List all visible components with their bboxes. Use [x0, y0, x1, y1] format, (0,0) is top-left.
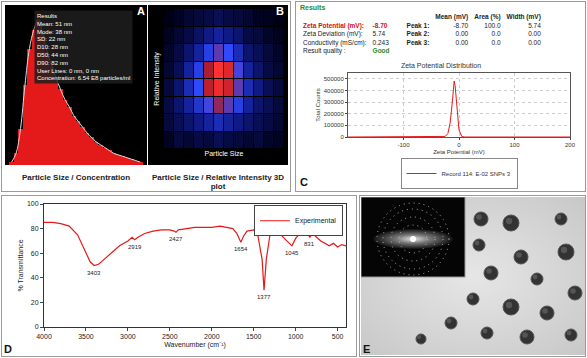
svg-text:40: 40 [31, 274, 39, 281]
svg-text:200: 200 [565, 142, 576, 148]
html-text:Good: Good [372, 47, 390, 54]
svg-text:-100: -100 [397, 142, 410, 148]
html-text:5.74: 5.74 [528, 21, 541, 29]
html-text:0.243: 0.243 [372, 38, 389, 46]
svg-text:2427: 2427 [169, 236, 183, 242]
html-text:Peak 2:: Peak 2: [406, 30, 430, 37]
svg-text:4000: 4000 [36, 333, 52, 340]
html-text:Conductivity (mS/cm):: Conductivity (mS/cm): [303, 38, 367, 46]
svg-text:1500: 1500 [246, 333, 262, 340]
svg-text:2000: 2000 [204, 333, 220, 340]
html-text:Peak 3:: Peak 3: [406, 38, 430, 46]
html-text:Mean (mV): Mean (mV) [435, 13, 469, 20]
html-text:0.00: 0.00 [528, 30, 541, 37]
svg-text:ResultsMean: 51 nmMode: 38 nmS: ResultsMean: 51 nmMode: 38 nmSD: 22 nmD1… [37, 13, 130, 81]
svg-text:300000: 300000 [324, 99, 345, 105]
html-text:0.00: 0.00 [528, 38, 541, 46]
svg-text:0: 0 [35, 323, 39, 330]
html-text:Zeta Potential (mV):: Zeta Potential (mV): [303, 21, 364, 29]
svg-text:0: 0 [457, 142, 461, 148]
html-text:-8.70: -8.70 [372, 21, 388, 29]
svg-text:Total Counts: Total Counts [315, 88, 321, 121]
svg-text:831: 831 [304, 241, 315, 247]
svg-text:2919: 2919 [128, 244, 142, 250]
svg-text:1045: 1045 [285, 250, 299, 256]
svg-text:3000: 3000 [120, 333, 136, 340]
svg-text:80: 80 [31, 225, 39, 232]
svg-text:3500: 3500 [78, 333, 94, 340]
html-text:Particle Size / Concentration: Particle Size / Concentration [22, 173, 130, 182]
html-text:5.74: 5.74 [372, 30, 386, 37]
html-text:Result quality :: Result quality : [303, 47, 346, 54]
svg-text:500: 500 [332, 333, 344, 340]
html-text:0.0: 0.0 [491, 38, 501, 46]
html-text:E: E [363, 343, 371, 355]
html-text:Area (%): Area (%) [474, 13, 501, 20]
svg-text:20: 20 [31, 299, 39, 306]
html-text:A: A [137, 5, 145, 17]
html-text:Particle Size / Relative Inten: Particle Size / Relative Intensity 3D pl… [152, 173, 284, 191]
svg-text:100: 100 [27, 200, 39, 207]
html-text:Peak 1:: Peak 1: [406, 21, 430, 29]
svg-text:1000: 1000 [288, 333, 304, 340]
svg-text:3403: 3403 [87, 270, 101, 276]
svg-text:1377: 1377 [257, 294, 271, 300]
svg-text:Experimental: Experimental [295, 217, 336, 225]
svg-text:Wavenumber (cm⁻¹): Wavenumber (cm⁻¹) [164, 341, 226, 349]
html-text:Results: Results [300, 4, 326, 11]
html-text:0.00: 0.00 [455, 38, 469, 46]
html-text:-8.70: -8.70 [453, 21, 469, 29]
svg-text:2500: 2500 [162, 333, 178, 340]
svg-text:500000: 500000 [324, 76, 345, 82]
svg-text:0: 0 [340, 134, 344, 140]
svg-text:Zeta Potential Distribution: Zeta Potential Distribution [401, 62, 481, 69]
svg-text:Record 114: E-02 SNPs 3: Record 114: E-02 SNPs 3 [442, 171, 511, 177]
svg-text:Particle Size: Particle Size [205, 150, 244, 157]
html-text:Zeta Deviation (mV):: Zeta Deviation (mV): [303, 30, 363, 37]
html-text:D: D [4, 343, 12, 355]
svg-text:100: 100 [509, 142, 520, 148]
svg-text:1654: 1654 [234, 246, 248, 252]
html-text:0.00: 0.00 [455, 30, 469, 37]
svg-text:200000: 200000 [324, 111, 345, 117]
html-text:100.0: 100.0 [484, 21, 501, 29]
html-text:0.0: 0.0 [491, 30, 501, 37]
svg-text:% Transmittance: % Transmittance [17, 239, 24, 291]
svg-text:Zeta Potential (mV): Zeta Potential (mV) [433, 149, 485, 155]
svg-text:400000: 400000 [324, 88, 345, 94]
svg-text:100000: 100000 [324, 122, 345, 128]
html-text:C: C [300, 176, 308, 188]
svg-text:60: 60 [31, 250, 39, 257]
svg-text:Relative Intensity: Relative Intensity [153, 52, 161, 106]
html-text:Width (mV): Width (mV) [506, 13, 541, 20]
html-text:B: B [276, 5, 284, 17]
